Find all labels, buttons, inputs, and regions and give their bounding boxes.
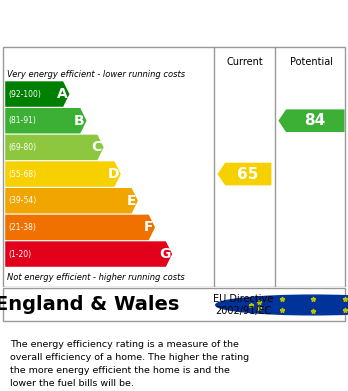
Text: Not energy efficient - higher running costs: Not energy efficient - higher running co… [7,273,185,282]
Text: G: G [159,247,171,261]
Text: E: E [127,194,136,208]
Text: C: C [92,140,102,154]
Text: Energy Efficiency Rating: Energy Efficiency Rating [50,13,298,32]
Text: 65: 65 [237,167,259,181]
Text: EU Directive
2002/91/EC: EU Directive 2002/91/EC [213,294,274,316]
Text: B: B [74,114,85,128]
Text: The energy efficiency rating is a measure of the
overall efficiency of a home. T: The energy efficiency rating is a measur… [10,340,250,388]
Text: 84: 84 [304,113,326,128]
Text: D: D [108,167,119,181]
Text: (92-100): (92-100) [9,90,41,99]
Text: F: F [144,221,153,234]
Text: Potential: Potential [290,57,333,67]
Text: A: A [57,87,68,101]
Polygon shape [5,108,87,133]
Polygon shape [5,135,104,160]
Polygon shape [218,163,271,185]
Polygon shape [5,241,172,267]
Text: England & Wales: England & Wales [0,296,179,314]
Text: Very energy efficient - lower running costs: Very energy efficient - lower running co… [7,70,185,79]
Text: (21-38): (21-38) [9,223,37,232]
Polygon shape [5,215,155,240]
Text: (1-20): (1-20) [9,249,32,258]
Text: (39-54): (39-54) [9,196,37,205]
Polygon shape [5,188,138,213]
Text: Current: Current [226,57,263,67]
Polygon shape [5,161,121,187]
Text: (81-91): (81-91) [9,116,37,125]
Polygon shape [5,81,70,107]
Text: (55-68): (55-68) [9,170,37,179]
Text: (69-80): (69-80) [9,143,37,152]
Circle shape [216,295,348,315]
Polygon shape [278,109,345,132]
